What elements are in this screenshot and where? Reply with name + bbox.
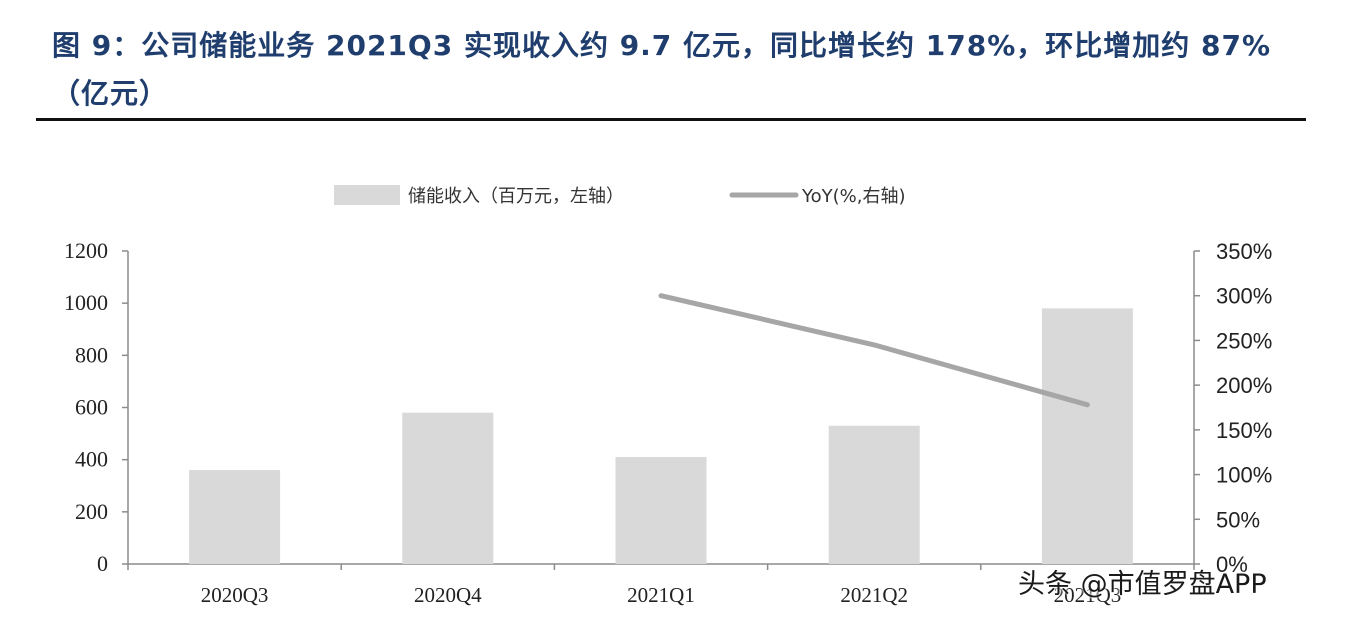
- left-tick-label: 0: [97, 551, 108, 576]
- legend-bar-swatch: [334, 185, 400, 205]
- x-tick-label: 2020Q4: [414, 583, 482, 607]
- legend-line-label: YoY(%,右轴): [801, 186, 905, 207]
- bar: [615, 457, 707, 564]
- legend-bar-label: 储能收入（百万元，左轴）: [408, 186, 624, 207]
- bar: [828, 425, 920, 564]
- x-tick-label: 2020Q3: [201, 583, 269, 607]
- bar: [402, 412, 494, 564]
- legend: 储能收入（百万元，左轴） YoY(%,右轴): [334, 185, 905, 207]
- yoy-line: [658, 293, 1090, 408]
- right-tick-label: 200%: [1216, 373, 1272, 398]
- figure-title: 图 9：公司储能业务 2021Q3 实现收入约 9.7 亿元，同比增长约 178…: [52, 29, 1272, 110]
- bar-series: [189, 308, 1133, 564]
- right-tick-label: 350%: [1216, 239, 1272, 264]
- right-tick-label: 0%: [1216, 552, 1248, 577]
- right-tick-label: 50%: [1216, 507, 1260, 532]
- title-divider: [36, 118, 1306, 121]
- right-tick-label: 150%: [1216, 418, 1272, 443]
- watermark: 头条 @市值罗盘APP: [1018, 569, 1267, 600]
- x-tick-label: 2021Q2: [840, 583, 908, 607]
- right-tick-label: 100%: [1216, 463, 1272, 488]
- x-tick-label: 2021Q1: [627, 583, 695, 607]
- bar: [189, 470, 281, 564]
- right-tick-label: 300%: [1216, 284, 1272, 309]
- right-tick-label: 250%: [1216, 328, 1272, 353]
- left-tick-label: 600: [75, 395, 108, 420]
- bar: [1041, 308, 1133, 564]
- left-tick-label: 200: [75, 499, 108, 524]
- line-series: [658, 293, 1090, 408]
- left-tick-label: 400: [75, 447, 108, 472]
- left-tick-label: 800: [75, 342, 108, 367]
- tick-labels: 0 200 400 600 800 1000 1200 0% 50% 100% 150% 200% 25…: [64, 238, 1272, 607]
- left-tick-label: 1200: [64, 238, 108, 263]
- left-tick-label: 1000: [64, 290, 108, 315]
- x-tick-label: 2021Q3: [1054, 583, 1122, 607]
